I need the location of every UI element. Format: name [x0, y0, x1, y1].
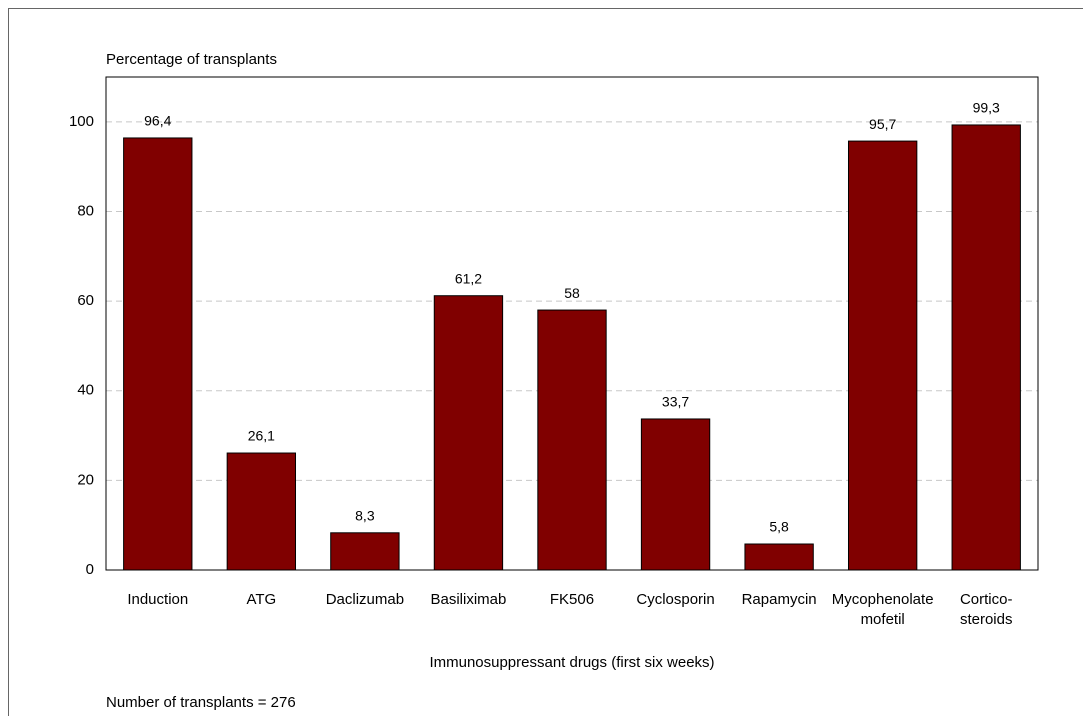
bar: [847, 140, 918, 571]
value-label: 8,3: [355, 508, 375, 524]
x-tick-label: Cortico-steroids: [960, 591, 1013, 628]
value-label: 58: [564, 285, 580, 301]
y-tick-label: 0: [86, 561, 94, 578]
x-tick-label: Rapamycin: [742, 591, 817, 608]
note: Number of transplants = 276: [106, 694, 296, 711]
value-label: 96,4: [144, 113, 171, 129]
value-label: 95,7: [869, 116, 896, 132]
y-tick-label: 60: [77, 292, 94, 309]
y-tick-label: 80: [77, 202, 94, 219]
y-tick-label: 100: [69, 113, 94, 130]
x-axis-label: Immunosuppressant drugs (first six weeks…: [429, 654, 714, 671]
bar: [433, 295, 504, 571]
bar: [640, 418, 711, 571]
bar: [951, 124, 1021, 571]
value-label: 26,1: [248, 428, 275, 444]
x-tick-label: Basiliximab: [431, 591, 507, 608]
plot-frame: [105, 76, 1039, 571]
x-tick-label: FK506: [550, 591, 594, 608]
bar: [330, 532, 400, 571]
x-tick-label: Induction: [127, 591, 188, 608]
x-tick-label: Cyclosporin: [636, 591, 714, 608]
value-label: 99,3: [973, 100, 1000, 116]
value-label: 61,2: [455, 270, 482, 286]
bar: [537, 309, 607, 571]
bar: [226, 452, 297, 571]
bar: [123, 137, 193, 571]
value-label: 33,7: [662, 394, 689, 410]
value-label: 5,8: [769, 519, 789, 535]
y-tick-label: 40: [77, 382, 94, 399]
frame: [8, 8, 1083, 716]
y-axis-label: Percentage of transplants: [106, 51, 277, 68]
x-tick-label: Mycophenolate mofetil: [832, 591, 934, 628]
bar: [744, 543, 814, 571]
x-tick-label: Daclizumab: [326, 591, 404, 608]
x-tick-label: ATG: [246, 591, 276, 608]
y-tick-label: 20: [77, 471, 94, 488]
